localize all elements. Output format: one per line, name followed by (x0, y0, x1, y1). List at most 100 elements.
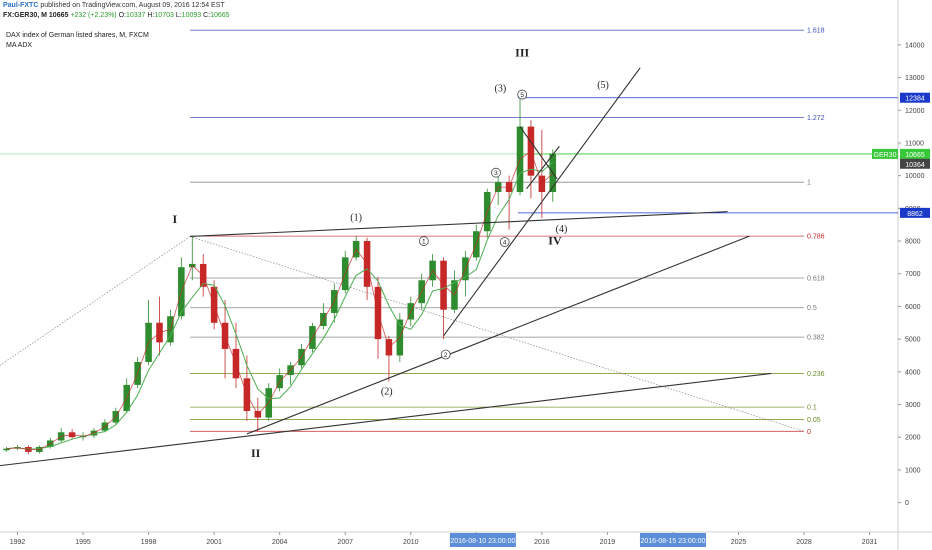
fib-level-label: 0.382 (807, 335, 825, 342)
x-tick-label: 2025 (731, 539, 747, 546)
wave-circle (499, 237, 510, 247)
fib-level-label: 0.618 (807, 275, 825, 282)
price-marker-badge (900, 92, 930, 103)
y-tick-label: 1000 (905, 467, 921, 474)
x-tick-label: 1992 (10, 539, 26, 546)
price-marker-badge (900, 207, 930, 218)
y-tick-label: 0 (905, 500, 909, 507)
wave-label: (1) (350, 212, 362, 223)
fib-level-label: 1.618 (807, 28, 825, 35)
wave-label: IV (548, 233, 562, 247)
price-marker-badge (900, 158, 930, 169)
price-marker-label: 12384 (905, 96, 925, 103)
publish-header: Paul-FXTC published on TradingView.com, … (3, 1, 230, 21)
wave-circle (440, 349, 451, 360)
y-tick-label: 4000 (905, 369, 921, 376)
trendline[interactable] (190, 211, 728, 238)
close-label: C: (203, 12, 211, 19)
symbol-label: FX:GER30, M (3, 12, 47, 19)
close-value: 10665 (210, 12, 230, 19)
price-marker-label: 10665 (905, 152, 925, 159)
candle-body (3, 448, 10, 451)
high-value: 10703 (154, 12, 174, 19)
price-marker-label: 10364 (905, 162, 925, 169)
published-text: published on TradingView.com, August 09,… (40, 2, 225, 9)
crosshair-date-label: 2016-08-15 23:00:00 (640, 538, 705, 545)
price-marker-label: 8862 (907, 211, 923, 218)
y-tick-label: 13000 (905, 75, 925, 82)
high-label: H: (147, 12, 155, 19)
low-label: L: (175, 12, 182, 19)
fib-level-label: 0 (807, 429, 811, 436)
trendline[interactable] (519, 126, 558, 180)
trendline[interactable] (0, 372, 772, 467)
wave-label: III (515, 45, 529, 59)
fib-level-label: 1 (807, 180, 811, 187)
y-tick-label: 5000 (905, 337, 921, 344)
x-tick-label: 2010 (403, 539, 419, 546)
wave-label: (3) (495, 83, 507, 94)
wave-label: II (251, 446, 261, 460)
crosshair-date-label: 2016-08-10 23:00:00 (450, 538, 515, 545)
dotted-projection-line (0, 236, 191, 366)
y-tick-label: 14000 (905, 42, 925, 49)
dotted-projection-line (189, 236, 805, 432)
fib-level-label: 1.272 (807, 115, 825, 122)
y-tick-label: 3000 (905, 402, 921, 409)
y-tick-label: 2000 (905, 435, 921, 442)
x-tick-label: 2031 (862, 539, 878, 546)
wave-circle-label: 3 (494, 170, 498, 177)
wave-label: (5) (597, 80, 609, 91)
x-tick-label: 2016 (534, 539, 550, 546)
plot-area (0, 22, 898, 532)
wave-label: I (172, 212, 177, 226)
trendline[interactable] (526, 145, 560, 190)
fib-level-label: 0.5 (807, 305, 817, 312)
symbol-badge-label: GER30 (874, 152, 897, 159)
adx-moving-average-line (6, 150, 554, 450)
fib-level-label: 0.1 (807, 405, 817, 412)
wave-circle (491, 167, 501, 178)
x-tick-label: 2019 (600, 539, 616, 546)
trendline[interactable] (246, 235, 750, 435)
wave-circle (517, 89, 528, 100)
wave-circle (418, 236, 429, 246)
x-tick-label: 1998 (141, 539, 157, 546)
x-tick-label: 2001 (206, 539, 222, 546)
x-tick-label: 1995 (75, 539, 91, 546)
wave-label: (4) (556, 224, 568, 235)
price-change: +232 (+2.23%) (70, 12, 117, 19)
fib-level-label: 0.05 (807, 417, 821, 424)
wave-label: (2) (381, 387, 393, 398)
price-marker-badge (900, 148, 930, 159)
y-tick-label: 7000 (905, 271, 921, 278)
fib-level-label: 0.236 (807, 371, 825, 378)
x-tick-label: 2004 (272, 539, 288, 546)
trendline[interactable] (443, 67, 641, 337)
y-tick-label: 12000 (905, 108, 925, 115)
fib-level-label: 0.786 (807, 234, 825, 241)
last-price: 10665 (48, 12, 69, 19)
wave-circle-label: 1 (422, 239, 426, 246)
wave-circle-label: 5 (520, 92, 524, 99)
y-tick-label: 11000 (905, 140, 924, 147)
wave-circle-label: 2 (444, 352, 448, 359)
low-value: 10093 (181, 12, 202, 19)
indicator-label: MA ADX (6, 42, 32, 49)
crosshair-date-box (639, 533, 706, 547)
wave-circle-label: 4 (503, 240, 507, 247)
crosshair-date-box (449, 533, 516, 547)
x-tick-label: 2028 (796, 539, 812, 546)
y-tick-label: 8000 (905, 239, 921, 246)
open-label: O: (118, 12, 126, 19)
symbol-badge (872, 148, 898, 159)
chart-title: DAX index of German listed shares, M, FX… (6, 32, 149, 39)
y-tick-label: 6000 (905, 304, 921, 311)
moving-average-line (6, 161, 554, 450)
open-value: 10337 (125, 12, 146, 19)
author-link[interactable]: Paul-FXTC (3, 2, 39, 9)
y-tick-label: 10000 (905, 173, 925, 180)
x-tick-label: 2007 (337, 539, 353, 546)
